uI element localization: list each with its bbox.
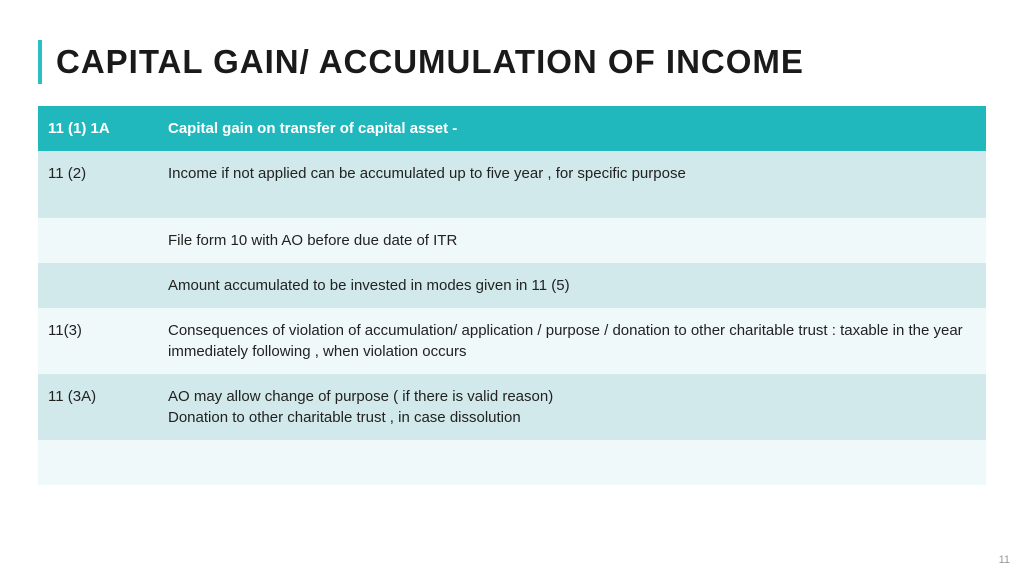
cell-section xyxy=(38,440,158,485)
title-row: CAPITAL GAIN/ ACCUMULATION OF INCOME xyxy=(38,40,986,84)
cell-description xyxy=(158,440,986,485)
table-row: 11 (3A)AO may allow change of purpose ( … xyxy=(38,374,986,440)
cell-section xyxy=(38,263,158,308)
table-row xyxy=(38,440,986,485)
table-row: 11(3)Consequences of violation of accumu… xyxy=(38,308,986,374)
cell-section: 11 (3A) xyxy=(38,374,158,440)
table-row: File form 10 with AO before due date of … xyxy=(38,218,986,263)
table-header-row: 11 (1) 1ACapital gain on transfer of cap… xyxy=(38,106,986,151)
content-table: 11 (1) 1ACapital gain on transfer of cap… xyxy=(38,106,986,485)
cell-description: File form 10 with AO before due date of … xyxy=(158,218,986,263)
table-row: Amount accumulated to be invested in mod… xyxy=(38,263,986,308)
cell-description: AO may allow change of purpose ( if ther… xyxy=(158,374,986,440)
table-row: 11 (2)Income if not applied can be accum… xyxy=(38,151,986,218)
title-accent-bar xyxy=(38,40,42,84)
header-cell-description: Capital gain on transfer of capital asse… xyxy=(158,106,986,151)
slide-body: CAPITAL GAIN/ ACCUMULATION OF INCOME 11 … xyxy=(0,0,1024,505)
cell-section: 11(3) xyxy=(38,308,158,374)
header-cell-section: 11 (1) 1A xyxy=(38,106,158,151)
cell-section: 11 (2) xyxy=(38,151,158,218)
cell-description: Consequences of violation of accumulatio… xyxy=(158,308,986,374)
cell-section xyxy=(38,218,158,263)
page-number: 11 xyxy=(999,554,1010,566)
slide-title: CAPITAL GAIN/ ACCUMULATION OF INCOME xyxy=(56,43,804,81)
cell-description: Amount accumulated to be invested in mod… xyxy=(158,263,986,308)
cell-description: Income if not applied can be accumulated… xyxy=(158,151,986,218)
